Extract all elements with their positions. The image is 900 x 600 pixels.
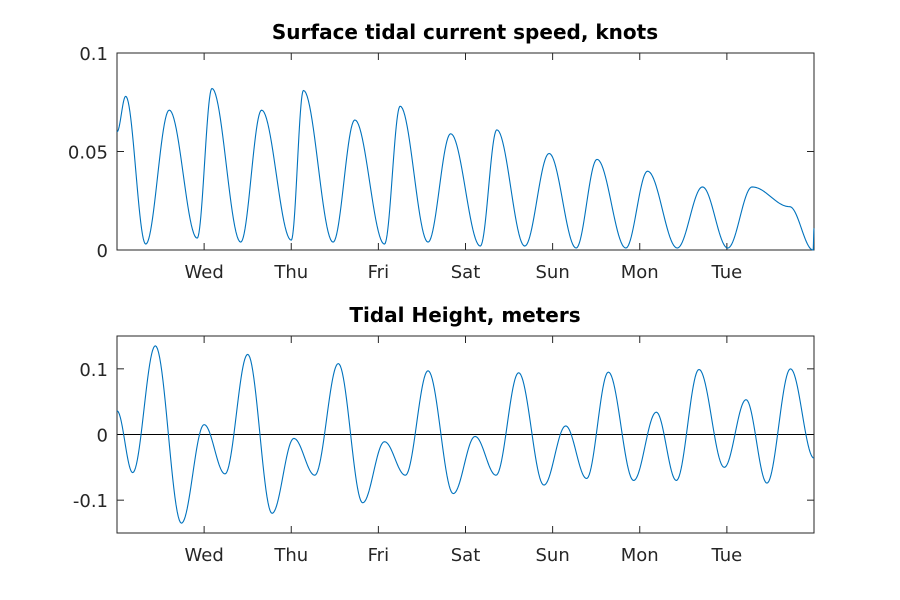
y-tick-label: 0 xyxy=(97,426,108,447)
y-tick-label: 0 xyxy=(97,241,108,262)
x-tick-label: Wed xyxy=(185,262,224,283)
x-tick-label: Thu xyxy=(273,545,308,566)
x-tick-label: Tue xyxy=(711,262,743,283)
chart-title: Surface tidal current speed, knots xyxy=(272,20,658,44)
x-tick-label: Fri xyxy=(368,262,389,283)
current-speed-line xyxy=(116,87,815,251)
plot-frame xyxy=(116,335,815,534)
x-tick-label: Thu xyxy=(273,262,308,283)
x-axis: Wed Thu Fri Sat Sun Mon Tue xyxy=(185,53,743,283)
x-tick-label: Sat xyxy=(451,545,481,566)
tidal-height-chart: Tidal Height, meters -0.1 0 0.1 Wed Thu Fri S… xyxy=(73,303,815,566)
y-tick-label: 0.1 xyxy=(79,44,108,65)
tidal-height-line xyxy=(116,345,815,524)
y-tick-label: 0.1 xyxy=(79,360,108,381)
y-axis: 0 0.05 0.1 xyxy=(68,44,814,262)
x-tick-label: Mon xyxy=(621,545,659,566)
x-tick-label: Fri xyxy=(368,545,389,566)
chart-title: Tidal Height, meters xyxy=(349,303,580,327)
x-tick-label: Mon xyxy=(621,262,659,283)
y-axis: -0.1 0 0.1 xyxy=(73,360,814,512)
x-tick-label: Sun xyxy=(536,545,570,566)
x-tick-label: Wed xyxy=(185,545,224,566)
x-axis: Wed Thu Fri Sat Sun Mon Tue xyxy=(185,336,743,566)
plot-frame xyxy=(116,52,815,251)
x-tick-label: Tue xyxy=(711,545,743,566)
current-speed-chart: Surface tidal current speed, knots 0 0.05… xyxy=(68,20,815,283)
y-tick-label: 0.05 xyxy=(68,143,108,164)
x-tick-label: Sun xyxy=(536,262,570,283)
x-tick-label: Sat xyxy=(451,262,481,283)
y-tick-label: -0.1 xyxy=(73,491,108,512)
